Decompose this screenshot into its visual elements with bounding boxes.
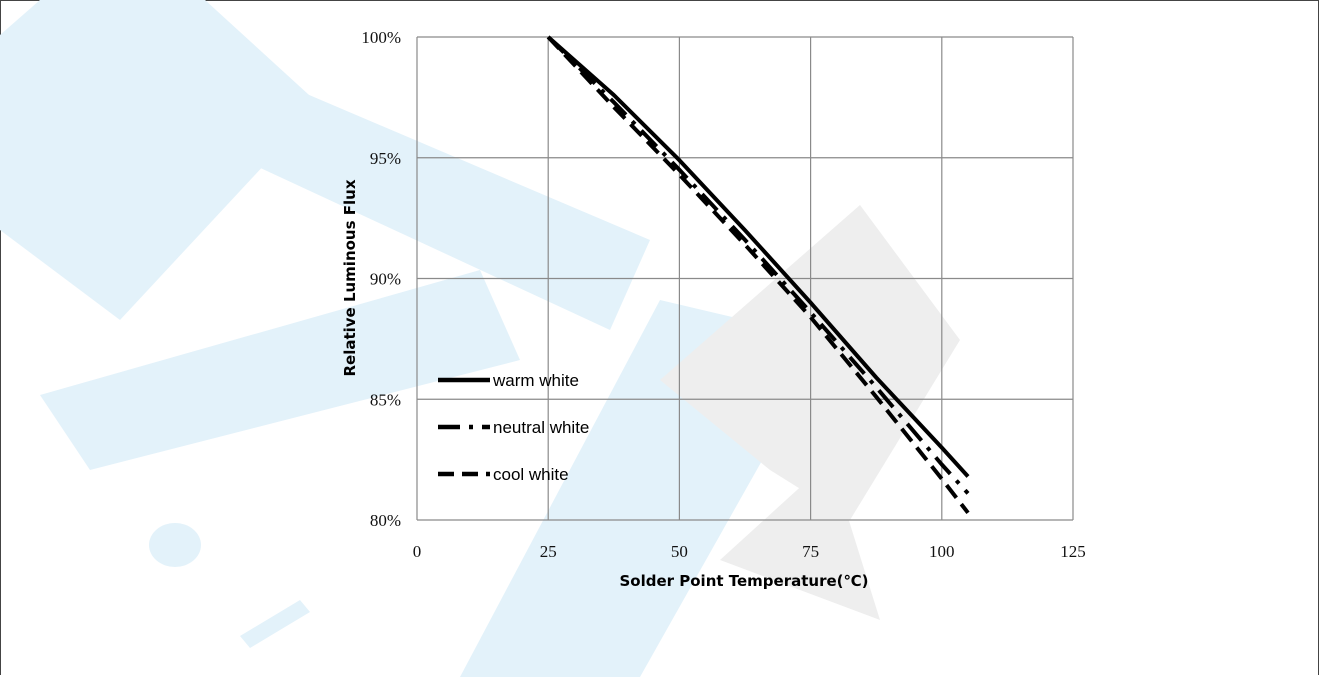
y-axis-title: Relative Luminous Flux (341, 179, 359, 376)
x-tick-label: 100 (929, 542, 955, 561)
series-lines (546, 35, 970, 515)
grid (416, 36, 1074, 521)
x-tick-label: 25 (540, 542, 557, 561)
legend: warm white neutral white cool white (438, 371, 589, 484)
series-line-3 (546, 35, 970, 515)
x-tick-label: 75 (802, 542, 819, 561)
x-tick-label: 50 (671, 542, 688, 561)
x-tick-label: 0 (413, 542, 422, 561)
series-line-2 (546, 35, 970, 495)
watermark-shape-7 (149, 523, 201, 567)
y-tick-label: 80% (370, 511, 401, 530)
axes: 0 25 50 75 100 125 80% 85% 90% 95% 100% (361, 28, 1085, 561)
watermark-shape-3 (180, 40, 650, 330)
legend-label: neutral white (493, 418, 589, 437)
x-axis-title: Solder Point Temperature(℃) (619, 572, 868, 590)
watermark-shape-8 (240, 600, 310, 648)
watermark-shape-6 (720, 460, 880, 620)
y-tick-label: 85% (370, 390, 401, 409)
x-tick-label: 125 (1060, 542, 1086, 561)
y-tick-label: 95% (370, 149, 401, 168)
legend-label: cool white (493, 465, 569, 484)
y-tick-label: 90% (370, 270, 401, 289)
legend-label: warm white (492, 371, 579, 390)
series-line-1 (546, 35, 970, 478)
y-tick-label: 100% (361, 28, 401, 47)
watermark-shape-2 (40, 270, 520, 470)
